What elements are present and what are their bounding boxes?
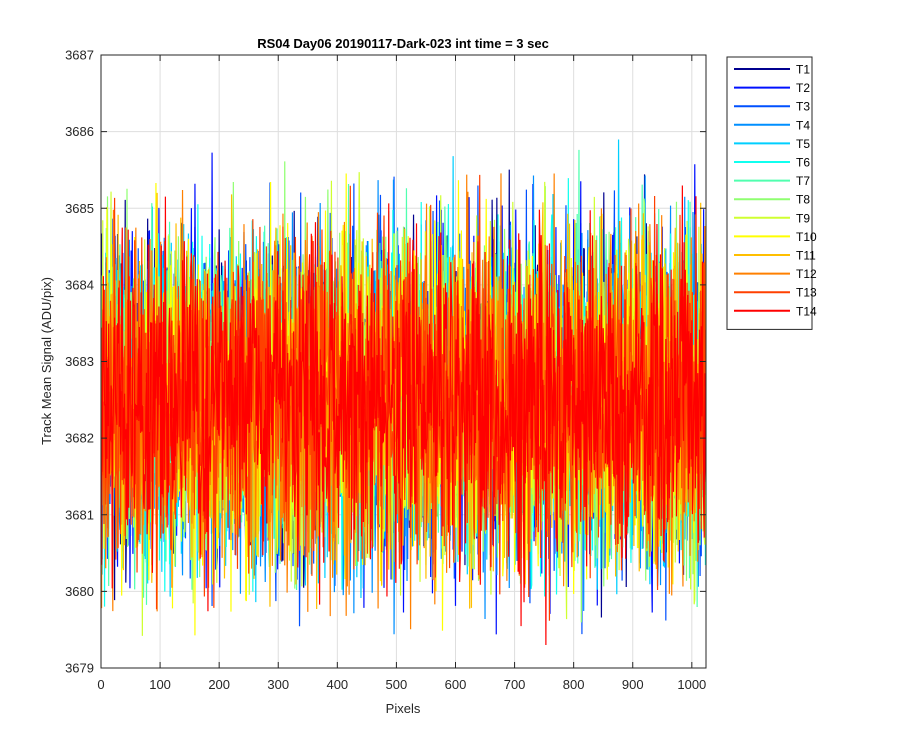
series-line-t14 [101, 185, 706, 646]
legend-label: T5 [796, 137, 810, 151]
legend-label: T12 [796, 267, 817, 281]
x-tick-label: 200 [208, 677, 230, 692]
y-tick-label: 3682 [65, 431, 94, 446]
y-tick-label: 3684 [65, 277, 94, 292]
chart-title: RS04 Day06 20190117-Dark-023 int time = … [257, 36, 549, 51]
x-tick-label: 800 [563, 677, 585, 692]
series-lines [101, 139, 706, 646]
x-tick-label: 900 [622, 677, 644, 692]
axis-ticks: 0 100 200 300 400 500 600 700 800 900 1000 3679 3680… [65, 48, 706, 693]
x-tick-label: 700 [504, 677, 526, 692]
x-tick-label: 400 [326, 677, 348, 692]
x-axis-label: Pixels [386, 701, 421, 716]
legend-label: T2 [796, 81, 810, 95]
legend-label: T8 [796, 193, 810, 207]
legend-label: T14 [796, 304, 817, 318]
y-tick-label: 3683 [65, 354, 94, 369]
y-tick-label: 3686 [65, 124, 94, 139]
legend-label: T6 [796, 156, 810, 170]
legend-label: T10 [796, 230, 817, 244]
y-tick-label: 3681 [65, 507, 94, 522]
y-tick-label: 3680 [65, 584, 94, 599]
x-tick-label: 100 [149, 677, 171, 692]
x-tick-label: 600 [445, 677, 467, 692]
legend-label: T11 [796, 249, 816, 263]
x-tick-label: 500 [386, 677, 408, 692]
legend: T1 T2 T3 T4 T5 T6 T7 T8 T9 T10 T11 T12 T13 T14 [726, 56, 817, 330]
legend-label: T1 [796, 63, 810, 77]
y-axis-label: Track Mean Signal (ADU/pix) [39, 277, 54, 445]
legend-box [726, 56, 813, 330]
legend-label: T3 [796, 100, 810, 114]
legend-label: T4 [796, 118, 810, 132]
legend-label: T7 [796, 174, 810, 188]
x-tick-label: 0 [97, 677, 104, 692]
x-tick-label: 1000 [677, 677, 706, 692]
y-tick-label: 3685 [65, 201, 94, 216]
legend-label: T9 [796, 211, 810, 225]
x-tick-label: 300 [267, 677, 289, 692]
y-tick-label: 3679 [65, 661, 94, 676]
y-tick-label: 3687 [65, 48, 94, 63]
legend-label: T13 [796, 286, 817, 300]
